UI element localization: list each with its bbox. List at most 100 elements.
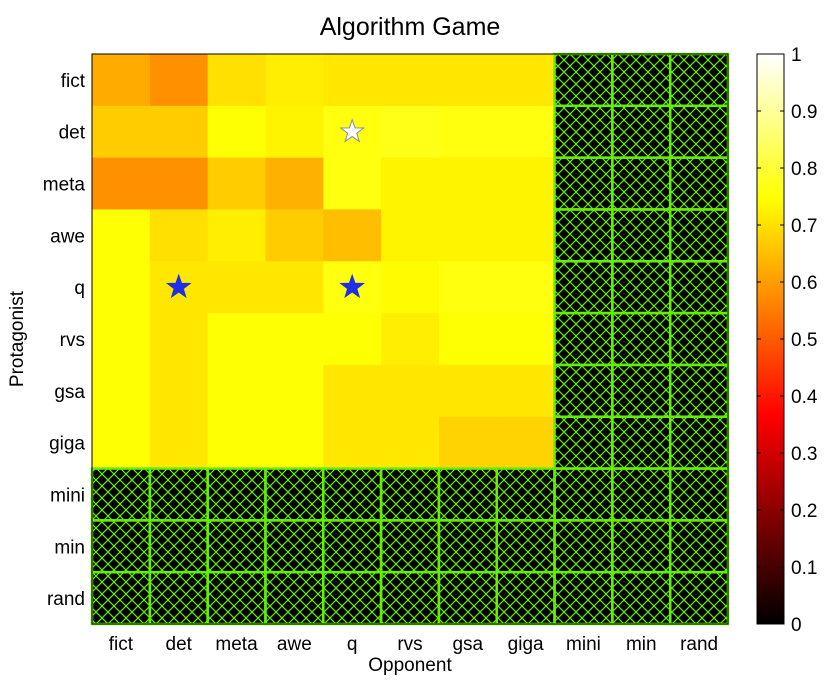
heatmap-cell-missing bbox=[207, 520, 266, 573]
heatmap-cell bbox=[207, 261, 266, 314]
colorbar-ticks: 0 0.1 0.2 0.3 0.4 0.5 0.6 0.7 0.8 0.9 1 bbox=[757, 45, 818, 636]
heatmap-cell bbox=[265, 364, 324, 418]
y-tick-label: det bbox=[59, 123, 86, 144]
x-tick-label: q bbox=[347, 634, 358, 655]
colorbar-tick-label: 0.5 bbox=[791, 330, 817, 351]
heatmap-cell-missing bbox=[381, 572, 440, 625]
y-tick-label: mini bbox=[50, 485, 85, 506]
y-tick-label: awe bbox=[50, 226, 85, 247]
y-tick-label: min bbox=[54, 537, 85, 558]
heatmap-cell-missing bbox=[381, 520, 440, 573]
heatmap-cell bbox=[438, 209, 498, 262]
heatmap-cell-missing bbox=[438, 468, 498, 521]
heatmap-cell bbox=[323, 209, 382, 262]
heatmap-cell-missing bbox=[323, 468, 382, 521]
heatmap-cell-missing bbox=[670, 54, 729, 107]
heatmap-cell bbox=[381, 157, 440, 210]
heatmap-cell bbox=[149, 313, 209, 366]
heatmap-cell bbox=[323, 364, 382, 418]
heatmap-cell-missing bbox=[554, 105, 613, 159]
heatmap-cell-missing bbox=[207, 572, 266, 625]
heatmap-cell bbox=[496, 157, 556, 210]
heatmap-cell-missing bbox=[612, 105, 671, 159]
heatmap-cell-missing bbox=[265, 520, 324, 573]
heatmap-cell-missing bbox=[265, 572, 324, 625]
heatmap-cell bbox=[438, 416, 498, 470]
heatmap-cell bbox=[92, 416, 151, 470]
heatmap-cell bbox=[149, 157, 209, 210]
x-tick-label: rvs bbox=[397, 634, 422, 655]
heatmap-cell-missing bbox=[554, 416, 613, 470]
heatmap-cell bbox=[438, 261, 498, 314]
x-tick-label: meta bbox=[215, 634, 258, 655]
heatmap-cell-missing bbox=[149, 468, 209, 521]
heatmap-cell-missing bbox=[265, 468, 324, 521]
heatmap-cell-missing bbox=[554, 261, 613, 314]
heatmap-cell bbox=[92, 364, 151, 418]
heatmap-cell bbox=[265, 54, 324, 107]
heatmap-cell-missing bbox=[612, 261, 671, 314]
heatmap-cell bbox=[149, 105, 209, 159]
heatmap-cell-missing bbox=[554, 468, 613, 521]
y-tick-label: fict bbox=[61, 71, 86, 92]
star-marker-white bbox=[339, 118, 366, 143]
heatmap-cell bbox=[496, 105, 556, 159]
x-tick-labels: fict det meta awe q rvs gsa giga mini min rand bbox=[109, 634, 718, 655]
heatmap-cell-missing bbox=[612, 157, 671, 210]
heatmap-cell-missing bbox=[92, 520, 151, 573]
colorbar-tick-label: 0.2 bbox=[791, 501, 817, 522]
colorbar-tick-label: 1 bbox=[791, 45, 802, 66]
heatmap-cell-missing bbox=[670, 468, 729, 521]
colorbar-tick-label: 0.8 bbox=[791, 159, 817, 180]
x-tick-label: det bbox=[166, 634, 193, 655]
plot-frame bbox=[91, 53, 729, 625]
colorbar-tick-label: 0.4 bbox=[791, 387, 818, 408]
heatmap-cell-missing bbox=[612, 209, 671, 262]
heatmap-cell bbox=[207, 364, 266, 418]
heatmap-cell-missing bbox=[612, 364, 671, 418]
heatmap-cell bbox=[438, 157, 498, 210]
heatmap-cell-missing bbox=[323, 520, 382, 573]
heatmap-cell bbox=[92, 313, 151, 366]
y-tick-label: meta bbox=[43, 175, 86, 196]
heatmap-cell bbox=[496, 364, 556, 418]
heatmap-cell bbox=[265, 261, 324, 314]
heatmap-cell bbox=[207, 209, 266, 262]
heatmap-cell-missing bbox=[496, 520, 556, 573]
heatmap-cell-missing bbox=[381, 468, 440, 521]
colorbar-tick-label: 0.6 bbox=[791, 273, 817, 294]
heatmap-cell bbox=[438, 105, 498, 159]
heatmap-cells bbox=[92, 54, 729, 625]
heatmap-cell-missing bbox=[554, 54, 613, 107]
heatmap-cell bbox=[207, 105, 266, 159]
heatmap-cell bbox=[438, 54, 498, 107]
heatmap-cell bbox=[265, 209, 324, 262]
heatmap-cell-missing bbox=[92, 572, 151, 625]
heatmap-cell-missing bbox=[670, 416, 729, 470]
heatmap-cell bbox=[381, 54, 440, 107]
heatmap-cell-missing bbox=[670, 157, 729, 210]
heatmap-cell-missing bbox=[670, 105, 729, 159]
y-tick-label: gsa bbox=[54, 382, 85, 403]
heatmap-cell bbox=[496, 261, 556, 314]
x-tick-label: min bbox=[626, 634, 657, 655]
heatmap-cell bbox=[149, 364, 209, 418]
heatmap-cell bbox=[207, 313, 266, 366]
heatmap-cell bbox=[323, 157, 382, 210]
y-tick-label: rand bbox=[47, 589, 85, 610]
heatmap-cell bbox=[323, 416, 382, 470]
heatmap-cell-missing bbox=[438, 520, 498, 573]
heatmap-cell-missing bbox=[670, 572, 729, 625]
heatmap-cell-missing bbox=[612, 520, 671, 573]
x-axis-label: Opponent bbox=[368, 655, 452, 676]
heatmap-cell bbox=[381, 416, 440, 470]
heatmap-cell-missing bbox=[670, 261, 729, 314]
heatmap-cell-missing bbox=[554, 313, 613, 366]
x-tick-label: mini bbox=[566, 634, 601, 655]
heatmap-cell-missing bbox=[323, 572, 382, 625]
heatmap-cell-missing bbox=[438, 572, 498, 625]
heatmap-cell bbox=[265, 105, 324, 159]
heatmap-cell-missing bbox=[670, 364, 729, 418]
heatmap-cell-missing bbox=[207, 468, 266, 521]
chart-title: Algorithm Game bbox=[320, 13, 501, 41]
